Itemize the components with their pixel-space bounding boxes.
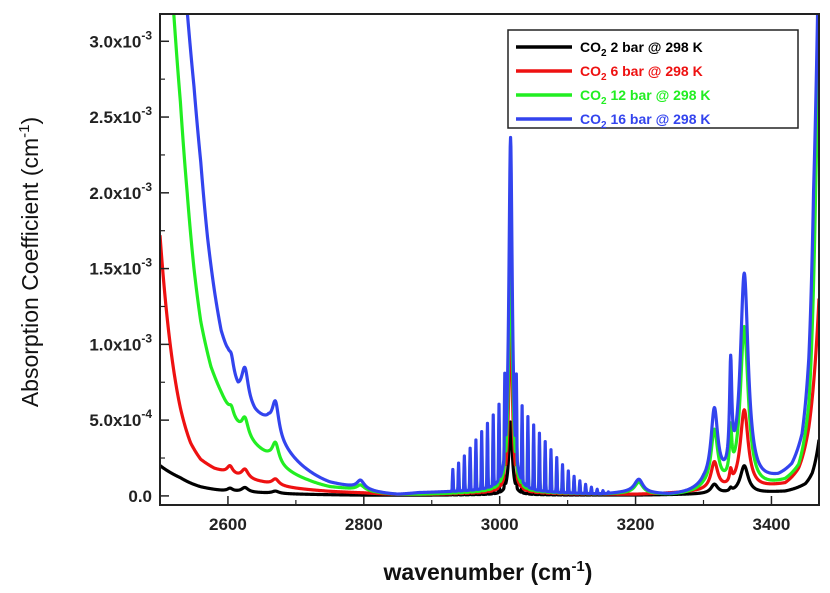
legend-label-1: CO2 6 bar @ 298 K	[580, 63, 703, 83]
series-layer	[160, 14, 819, 497]
y-tick-label-3: 1.5x10-3	[89, 256, 152, 279]
series-line-2	[172, 14, 819, 496]
y-tick-label-6: 3.0x10-3	[89, 28, 152, 51]
y-axis-title-end: )	[17, 117, 43, 125]
y-tick-label-4: 2.0x10-3	[89, 180, 152, 203]
y-tick-label-5: 2.5x10-3	[89, 104, 152, 127]
legend-label-3: CO2 16 bar @ 298 K	[580, 111, 711, 131]
y-tick-label-1: 5.0x10-4	[89, 407, 152, 430]
x-tick-label-0: 2600	[209, 515, 247, 534]
x-axis-title: wavenumber (cm-1)	[383, 558, 593, 585]
y-axis-title-main: Absorption Coefficient (cm	[17, 138, 43, 407]
x-tick-label-4: 3400	[753, 515, 791, 534]
x-tick-label-3: 3200	[617, 515, 655, 534]
legend-label-0: CO2 2 bar @ 298 K	[580, 39, 703, 59]
plot-frame	[159, 13, 820, 506]
x-tick-label-1: 2800	[345, 515, 383, 534]
x-axis-title-end: )	[585, 559, 593, 585]
y-axis-title: Absorption Coefficient (cm-1)	[16, 117, 43, 407]
series-line-3	[185, 14, 819, 496]
series-line-0	[160, 420, 819, 497]
y-axis-title-sup: -1	[16, 125, 33, 138]
legend-label-2: CO2 12 bar @ 298 K	[580, 87, 711, 107]
series-line-1	[160, 235, 819, 496]
ticks-layer: 2600 2800 3000 3200 3400 0.0 5.0x10-4 1.0x10-3 1…	[89, 28, 790, 534]
y-tick-label-0: 0.0	[128, 487, 152, 506]
x-tick-label-2: 3000	[481, 515, 519, 534]
x-axis-title-main: wavenumber (cm	[383, 559, 572, 585]
legend-items: CO2 2 bar @ 298 K CO2 6 bar @ 298 K CO2 12…	[516, 39, 711, 131]
legend: CO2 2 bar @ 298 K CO2 6 bar @ 298 K CO2 12…	[507, 29, 799, 131]
y-tick-label-2: 1.0x10-3	[89, 331, 152, 354]
x-axis-title-sup: -1	[571, 558, 584, 575]
